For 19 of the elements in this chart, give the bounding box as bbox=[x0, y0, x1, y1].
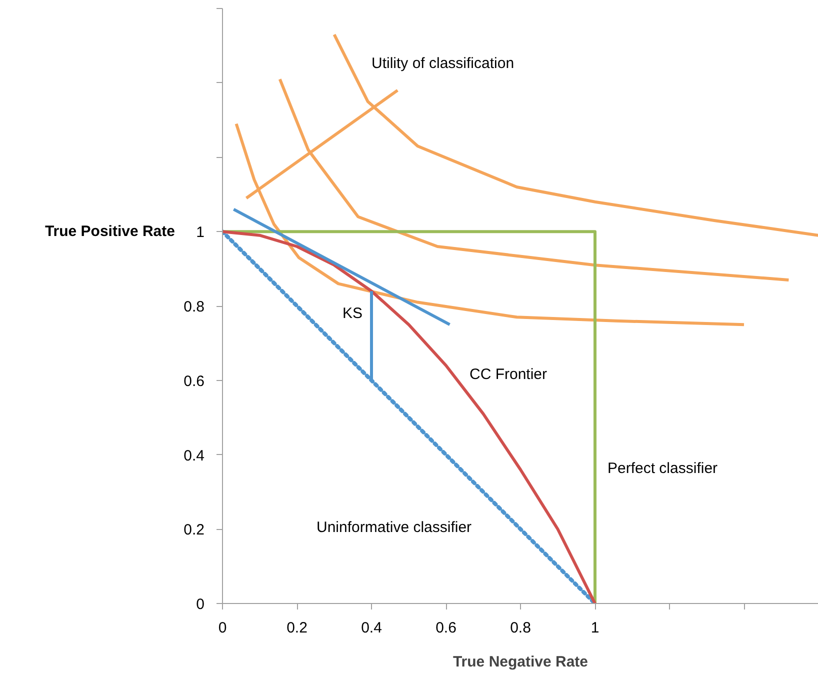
y-tick-label: 0.4 bbox=[184, 447, 205, 464]
annotation: Perfect classifier bbox=[608, 460, 718, 477]
annotation: KS bbox=[342, 305, 363, 322]
y-tick-label: 0.6 bbox=[184, 372, 205, 390]
x-tick-label: 1 bbox=[590, 620, 600, 636]
annotation: Uninformative classifier bbox=[316, 519, 472, 536]
x-tick-label: 0.2 bbox=[286, 620, 308, 636]
y-tick-label: 1 bbox=[196, 224, 204, 242]
x-tick-label: 0 bbox=[218, 620, 227, 636]
y-tick-label: 0.8 bbox=[184, 298, 205, 316]
y-tick-label: 0.2 bbox=[184, 522, 205, 539]
annotation: Utility of classification bbox=[372, 55, 514, 72]
annotation: CC Frontier bbox=[470, 366, 548, 383]
y-tick-label: 0 bbox=[196, 596, 204, 613]
y-axis-title: True Positive Rate bbox=[44, 222, 175, 242]
x-axis-title: True Negative Rate bbox=[452, 654, 588, 670]
x-tick-label: 0.8 bbox=[510, 620, 531, 636]
x-tick-label: 0.6 bbox=[436, 620, 456, 636]
x-tick-label: 0.4 bbox=[361, 620, 382, 636]
